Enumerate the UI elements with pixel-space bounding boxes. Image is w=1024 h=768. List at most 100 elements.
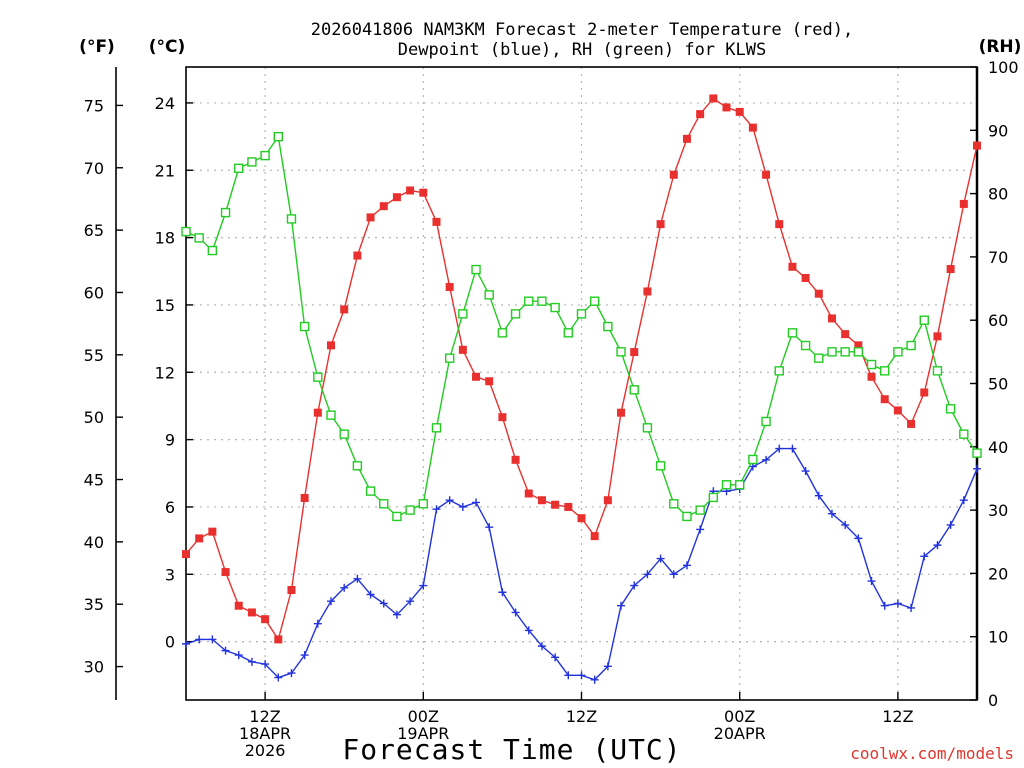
dewpoint-point <box>907 603 916 612</box>
temperature-point <box>472 372 481 381</box>
dewpoint-point <box>498 588 507 597</box>
rh-point <box>603 321 613 332</box>
rh-tick-label: 100 <box>988 58 1019 77</box>
temperature-point <box>973 141 981 150</box>
dewpoint-point <box>762 455 771 464</box>
dewpoint-point <box>327 597 336 606</box>
rh-point <box>431 423 442 433</box>
rh-point <box>721 480 732 490</box>
x-tick-label: 18APR <box>239 724 291 743</box>
dewpoint-point <box>458 502 467 511</box>
rh-tick-label: 0 <box>988 691 998 710</box>
rh-point <box>181 226 191 237</box>
temperature-point <box>419 188 428 197</box>
dewpoint-point <box>801 467 810 476</box>
dewpoint-point <box>274 673 283 682</box>
rh-tick-label: 20 <box>988 564 1008 583</box>
dewpoint-point <box>221 646 230 655</box>
dewpoint-point <box>406 597 415 606</box>
dewpoint-point <box>182 639 190 648</box>
rh-tick-label: 70 <box>988 248 1008 267</box>
fahrenheit-tick-label: 55 <box>84 346 104 365</box>
temperature-point <box>445 282 454 291</box>
temperature-point <box>590 532 599 541</box>
rh-point <box>840 347 850 357</box>
rh-point <box>194 233 204 243</box>
fahrenheit-tick-label: 75 <box>84 96 104 115</box>
temperature-point <box>946 265 955 274</box>
celsius-tick-label: 21 <box>155 161 175 180</box>
rh-point <box>589 296 600 306</box>
dewpoint-point <box>841 520 850 529</box>
fahrenheit-tick-label: 40 <box>84 533 104 552</box>
celsius-unit-label: (°C) <box>149 37 186 57</box>
grid-lines <box>186 67 977 700</box>
temperature-point <box>933 332 942 341</box>
rh-point <box>827 347 837 357</box>
rh-point <box>708 492 719 503</box>
celsius-tick-label: 9 <box>165 431 175 450</box>
temperature-point <box>274 635 283 644</box>
fahrenheit-tick-label: 30 <box>84 658 104 677</box>
dewpoint-point <box>643 570 652 579</box>
dewpoint-point <box>867 577 876 586</box>
dewpoint-point <box>630 581 639 590</box>
dewpoint-point <box>920 552 929 561</box>
x-axis-title: Forecast Time (UTC) <box>342 733 681 766</box>
temperature-point <box>669 170 678 179</box>
temperature-point <box>696 110 705 119</box>
dewpoint-point <box>775 444 784 453</box>
dewpoint-point <box>933 541 942 550</box>
rh-point <box>365 486 376 496</box>
temperature-point <box>498 413 507 422</box>
temperature-point <box>722 103 731 112</box>
rh-point <box>959 429 969 439</box>
celsius-tick-label: 12 <box>155 363 175 382</box>
rh-point <box>669 499 679 509</box>
dewpoint-point <box>261 660 270 669</box>
rh-point <box>458 309 468 319</box>
fahrenheit-tick-label: 65 <box>84 221 104 240</box>
dewpoint-point <box>366 590 375 599</box>
temperature-point <box>880 395 889 404</box>
rh-point <box>629 385 639 395</box>
dewpoint-point <box>445 496 454 505</box>
rh-point <box>774 366 784 376</box>
rh-point <box>273 131 283 142</box>
celsius-tick-label: 18 <box>155 229 175 248</box>
temperature-point <box>485 377 494 386</box>
rh-point <box>682 511 692 522</box>
temperature-point <box>682 134 691 143</box>
temperature-point <box>867 372 876 381</box>
temperature-point <box>735 107 744 116</box>
rh-point <box>655 461 666 471</box>
temperature-point <box>234 601 243 610</box>
fahrenheit-tick-label: 60 <box>84 283 104 302</box>
dewpoint-point <box>247 657 256 666</box>
temperature-point <box>366 213 375 222</box>
dewpoint-point <box>827 509 836 518</box>
data-series <box>181 94 982 684</box>
rh-point <box>880 366 890 376</box>
temperature-point <box>195 534 204 543</box>
rh-point <box>853 347 864 357</box>
dewpoint-point <box>564 671 573 680</box>
rh-tick-label: 90 <box>988 121 1008 140</box>
rh-point <box>392 511 402 522</box>
fahrenheit-tick-label: 50 <box>84 408 104 427</box>
x-tick-label: 00Z <box>408 707 439 726</box>
rh-point <box>866 359 877 370</box>
rh-tick-label: 30 <box>988 501 1008 520</box>
rh-point <box>497 328 508 338</box>
rh-point <box>444 353 455 363</box>
dewpoint-point <box>419 581 428 590</box>
rh-point <box>220 207 231 218</box>
dewpoint-point <box>300 651 309 660</box>
rh-point <box>748 454 758 465</box>
rh-point <box>247 157 257 167</box>
dewpoint-point <box>208 635 217 644</box>
rh-tick-label: 50 <box>988 375 1008 394</box>
rh-point <box>537 296 547 306</box>
x-tick-label: 12Z <box>566 707 597 726</box>
